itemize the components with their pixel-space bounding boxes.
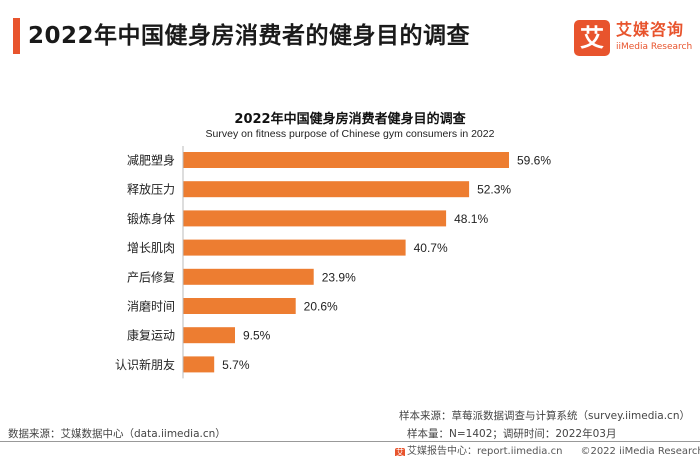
bar bbox=[183, 210, 447, 227]
sample-source-note: 样本来源：草莓派数据调查与计算系统（survey.iimedia.cn） bbox=[399, 410, 690, 422]
bar bbox=[183, 356, 215, 373]
bar bbox=[183, 298, 296, 314]
data-source-note: 数据来源：艾媒数据中心（data.iimedia.cn） bbox=[8, 428, 226, 440]
copyright-text: ©2022 iiMedia Research Inc bbox=[580, 446, 700, 456]
category-label: 康复运动 bbox=[127, 328, 175, 343]
iimedia-logo: 艾 艾媒咨询 iiMedia Research bbox=[574, 20, 692, 56]
category-label: 认识新朋友 bbox=[115, 357, 175, 372]
category-label: 消磨时间 bbox=[127, 300, 175, 314]
logo-name-en: iiMedia Research bbox=[616, 42, 693, 52]
bar bbox=[183, 181, 470, 198]
footer-divider bbox=[0, 441, 700, 442]
category-label: 产后修复 bbox=[127, 269, 175, 284]
value-label: 23.9% bbox=[322, 270, 356, 284]
page-title: 2022年中国健身房消费者的健身目的调查 bbox=[28, 23, 471, 49]
footer-bar: 艾艾媒报告中心：report.iimedia.cn ©2022 iiMedia R… bbox=[395, 442, 700, 456]
logo-mark: 艾 bbox=[574, 20, 610, 56]
category-label: 锻炼身体 bbox=[127, 211, 175, 226]
value-label: 52.3% bbox=[477, 183, 511, 197]
report-center-icon: 艾 bbox=[395, 448, 405, 456]
value-label: 20.6% bbox=[304, 300, 338, 314]
sample-info-note: 样本量：N=1402；调研时间：2022年03月 bbox=[407, 428, 617, 440]
bar bbox=[183, 239, 406, 256]
bar bbox=[183, 268, 314, 285]
bar bbox=[183, 152, 509, 168]
report-center-link[interactable]: 艾媒报告中心：report.iimedia.cn bbox=[407, 446, 563, 456]
chart-title: 2022年中国健身房消费者健身目的调查 bbox=[234, 112, 466, 127]
value-label: 48.1% bbox=[454, 212, 488, 226]
category-label: 增长肌肉 bbox=[127, 241, 175, 255]
value-label: 9.5% bbox=[243, 329, 271, 343]
value-label: 5.7% bbox=[222, 358, 250, 372]
logo-name-cn: 艾媒咨询 bbox=[616, 20, 685, 39]
category-label: 减肥塑身 bbox=[127, 153, 175, 168]
chart-subtitle: Survey on fitness purpose of Chinese gym… bbox=[205, 128, 495, 140]
title-accent-bar bbox=[13, 18, 20, 54]
category-label: 释放压力 bbox=[127, 182, 175, 197]
value-label: 40.7% bbox=[414, 241, 448, 255]
bar bbox=[183, 327, 235, 344]
value-label: 59.6% bbox=[517, 154, 551, 168]
